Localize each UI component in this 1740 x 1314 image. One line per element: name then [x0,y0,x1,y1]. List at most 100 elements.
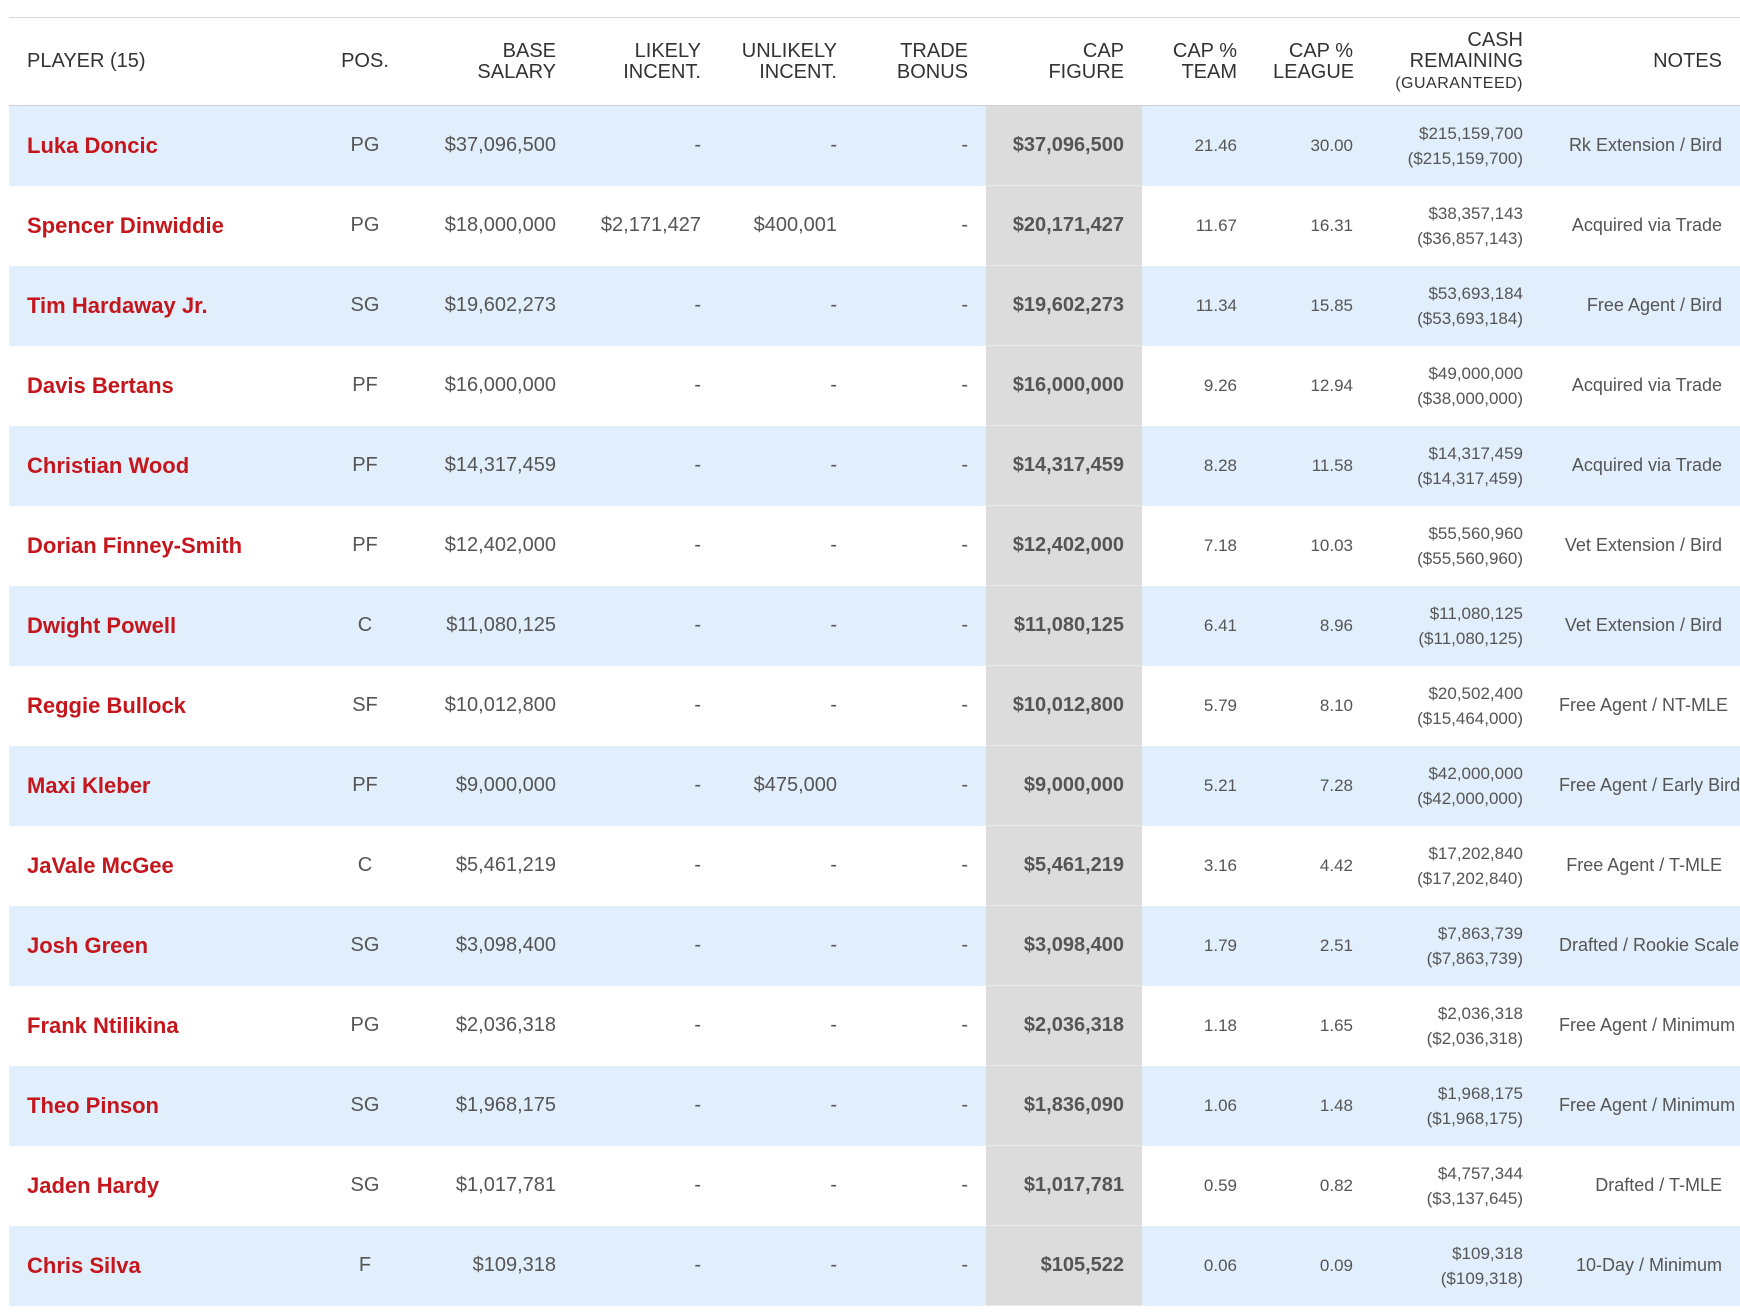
cap-pct-league-cell: 15.85 [1310,295,1353,315]
likely-incentive-cell: $2,171,427 [600,214,701,236]
cash-remaining-value: $17,202,840 [1428,843,1523,863]
cap-pct-league-cell: 10.03 [1310,535,1353,555]
cap-pct-team-cell: 6.41 [1203,615,1237,635]
cap-pct-team-cell: 9.26 [1203,375,1237,395]
base-salary-cell: $2,036,318 [455,1014,556,1036]
notes-cell: Free Agent / Minimum [1559,1015,1736,1035]
notes-cell: Acquired via Trade [1571,215,1722,235]
header-cap-pct-team[interactable]: CAP % TEAM [1142,17,1255,106]
header-cash-remaining[interactable]: CASH REMAINING (GUARANTEED) [1371,17,1541,106]
player-name-link[interactable]: Christian Wood [27,452,190,478]
base-salary-cell: $37,096,500 [444,134,556,157]
unlikely-incentive-cell: - [830,294,837,316]
player-name-link[interactable]: Davis Bertans [27,372,174,398]
cash-remaining-value: $1,968,175 [1437,1083,1523,1103]
position-cell: C [357,854,373,876]
likely-incentive-cell: - [694,1014,701,1036]
header-trade-bonus[interactable]: TRADE BONUS [855,17,986,106]
cash-remaining-value: $4,757,344 [1437,1163,1523,1183]
cash-remaining-value: $11,080,125 [1429,603,1523,623]
notes-cell: Rk Extension / Bird [1568,135,1722,156]
header-cap-figure[interactable]: CAP FIGURE [986,17,1142,106]
position-cell: SG [350,1094,380,1116]
cash-guaranteed-value: ($36,857,143) [1417,228,1523,248]
cash-remaining-value: $215,159,700 [1419,123,1523,143]
header-cap-pct-league[interactable]: CAP % LEAGUE [1255,17,1371,106]
header-base-salary[interactable]: BASE SALARY [421,17,574,106]
notes-cell: Drafted / T-MLE [1595,1175,1722,1195]
header-player[interactable]: PLAYER (15) [9,17,309,106]
cap-pct-team-cell: 0.59 [1203,1175,1237,1195]
cash-remaining-cell: $11,080,125 ($11,080,125) [1371,586,1541,666]
position-cell: F [358,1254,372,1276]
cash-guaranteed-value: ($11,080,125) [1418,628,1523,648]
header-likely-incent[interactable]: LIKELY INCENT. [574,17,719,106]
player-name-link[interactable]: Josh Green [27,932,149,958]
player-name-link[interactable]: Chris Silva [27,1252,141,1278]
cash-remaining-value: $49,000,000 [1428,363,1523,383]
notes-cell: Acquired via Trade [1571,455,1722,475]
cap-figure-cell: $1,017,781 [986,1145,1142,1226]
player-name-link[interactable]: Spencer Dinwiddie [27,212,224,238]
cash-guaranteed-value: ($38,000,000) [1417,388,1523,408]
cap-pct-league-cell: 4.42 [1319,855,1353,875]
cap-figure-cell: $14,317,459 [986,425,1142,506]
header-notes[interactable]: NOTES [1541,17,1740,106]
table-row: Spencer Dinwiddie PG $18,000,000 $2,171,… [9,185,1740,266]
player-name-link[interactable]: Theo Pinson [27,1092,159,1118]
player-name-link[interactable]: Tim Hardaway Jr. [27,292,208,318]
cash-remaining-value: $20,502,400 [1428,683,1523,703]
player-name-link[interactable]: Dwight Powell [27,612,177,638]
cap-figure-cell: $16,000,000 [986,345,1142,426]
cap-pct-team-cell: 5.21 [1203,775,1237,795]
base-salary-cell: $19,602,273 [444,294,556,316]
cap-figure-cell: $3,098,400 [986,905,1142,986]
notes-cell: Vet Extension / Bird [1564,535,1722,555]
position-cell: PF [352,774,378,796]
cap-figure-cell: $37,096,500 [986,105,1142,186]
player-name-link[interactable]: Maxi Kleber [27,772,151,798]
trade-bonus-cell: - [961,1254,968,1276]
cap-pct-team-cell: 0.06 [1203,1255,1237,1275]
likely-incentive-cell: - [694,934,701,956]
cash-remaining-cell: $2,036,318 ($2,036,318) [1371,986,1541,1066]
cap-pct-team-cell: 1.79 [1203,935,1237,955]
table-row: Frank Ntilikina PG $2,036,318 - - - $2,0… [9,985,1740,1066]
cap-pct-team-cell: 1.18 [1203,1015,1237,1035]
likely-incentive-cell: - [694,1094,701,1116]
player-name-link[interactable]: Dorian Finney-Smith [27,532,243,558]
player-name-link[interactable]: Luka Doncic [27,132,158,158]
cap-figure-cell: $105,522 [986,1225,1142,1306]
header-pos[interactable]: POS. [309,17,421,106]
cash-remaining-value: $53,693,184 [1428,283,1523,303]
table-row: Maxi Kleber PF $9,000,000 - $475,000 - $… [9,745,1740,826]
cap-pct-league-cell: 11.58 [1311,455,1353,475]
unlikely-incentive-cell: - [830,134,837,157]
player-name-link[interactable]: Jaden Hardy [27,1172,160,1198]
cap-pct-league-cell: 1.48 [1319,1095,1353,1115]
table-row: Jaden Hardy SG $1,017,781 - - - $1,017,7… [9,1145,1740,1226]
position-cell: PG [350,214,380,236]
cash-remaining-cell: $215,159,700 ($215,159,700) [1371,106,1541,186]
header-unlikely-incent[interactable]: UNLIKELY INCENT. [719,17,855,106]
player-name-link[interactable]: Frank Ntilikina [27,1012,179,1038]
cap-figure-cell: $1,836,090 [986,1065,1142,1146]
notes-cell: Free Agent / Minimum [1559,1095,1736,1115]
trade-bonus-cell: - [961,294,968,316]
cash-remaining-value: $2,036,318 [1437,1003,1523,1023]
cash-remaining-cell: $20,502,400 ($15,464,000) [1371,666,1541,746]
base-salary-cell: $10,012,800 [444,694,556,716]
likely-incentive-cell: - [694,454,701,476]
unlikely-incentive-cell: $475,000 [753,774,837,796]
cash-remaining-cell: $42,000,000 ($42,000,000) [1371,746,1541,826]
unlikely-incentive-cell: - [830,454,837,476]
trade-bonus-cell: - [961,534,968,556]
position-cell: C [357,614,373,636]
player-name-link[interactable]: Reggie Bullock [27,692,186,718]
trade-bonus-cell: - [961,694,968,716]
player-name-link[interactable]: JaVale McGee [27,852,174,878]
cap-pct-team-cell: 11.67 [1195,215,1237,235]
cap-figure-cell: $20,171,427 [986,185,1142,266]
table-row: Luka Doncic PG $37,096,500 - - - $37,096… [9,105,1740,186]
likely-incentive-cell: - [694,774,701,796]
